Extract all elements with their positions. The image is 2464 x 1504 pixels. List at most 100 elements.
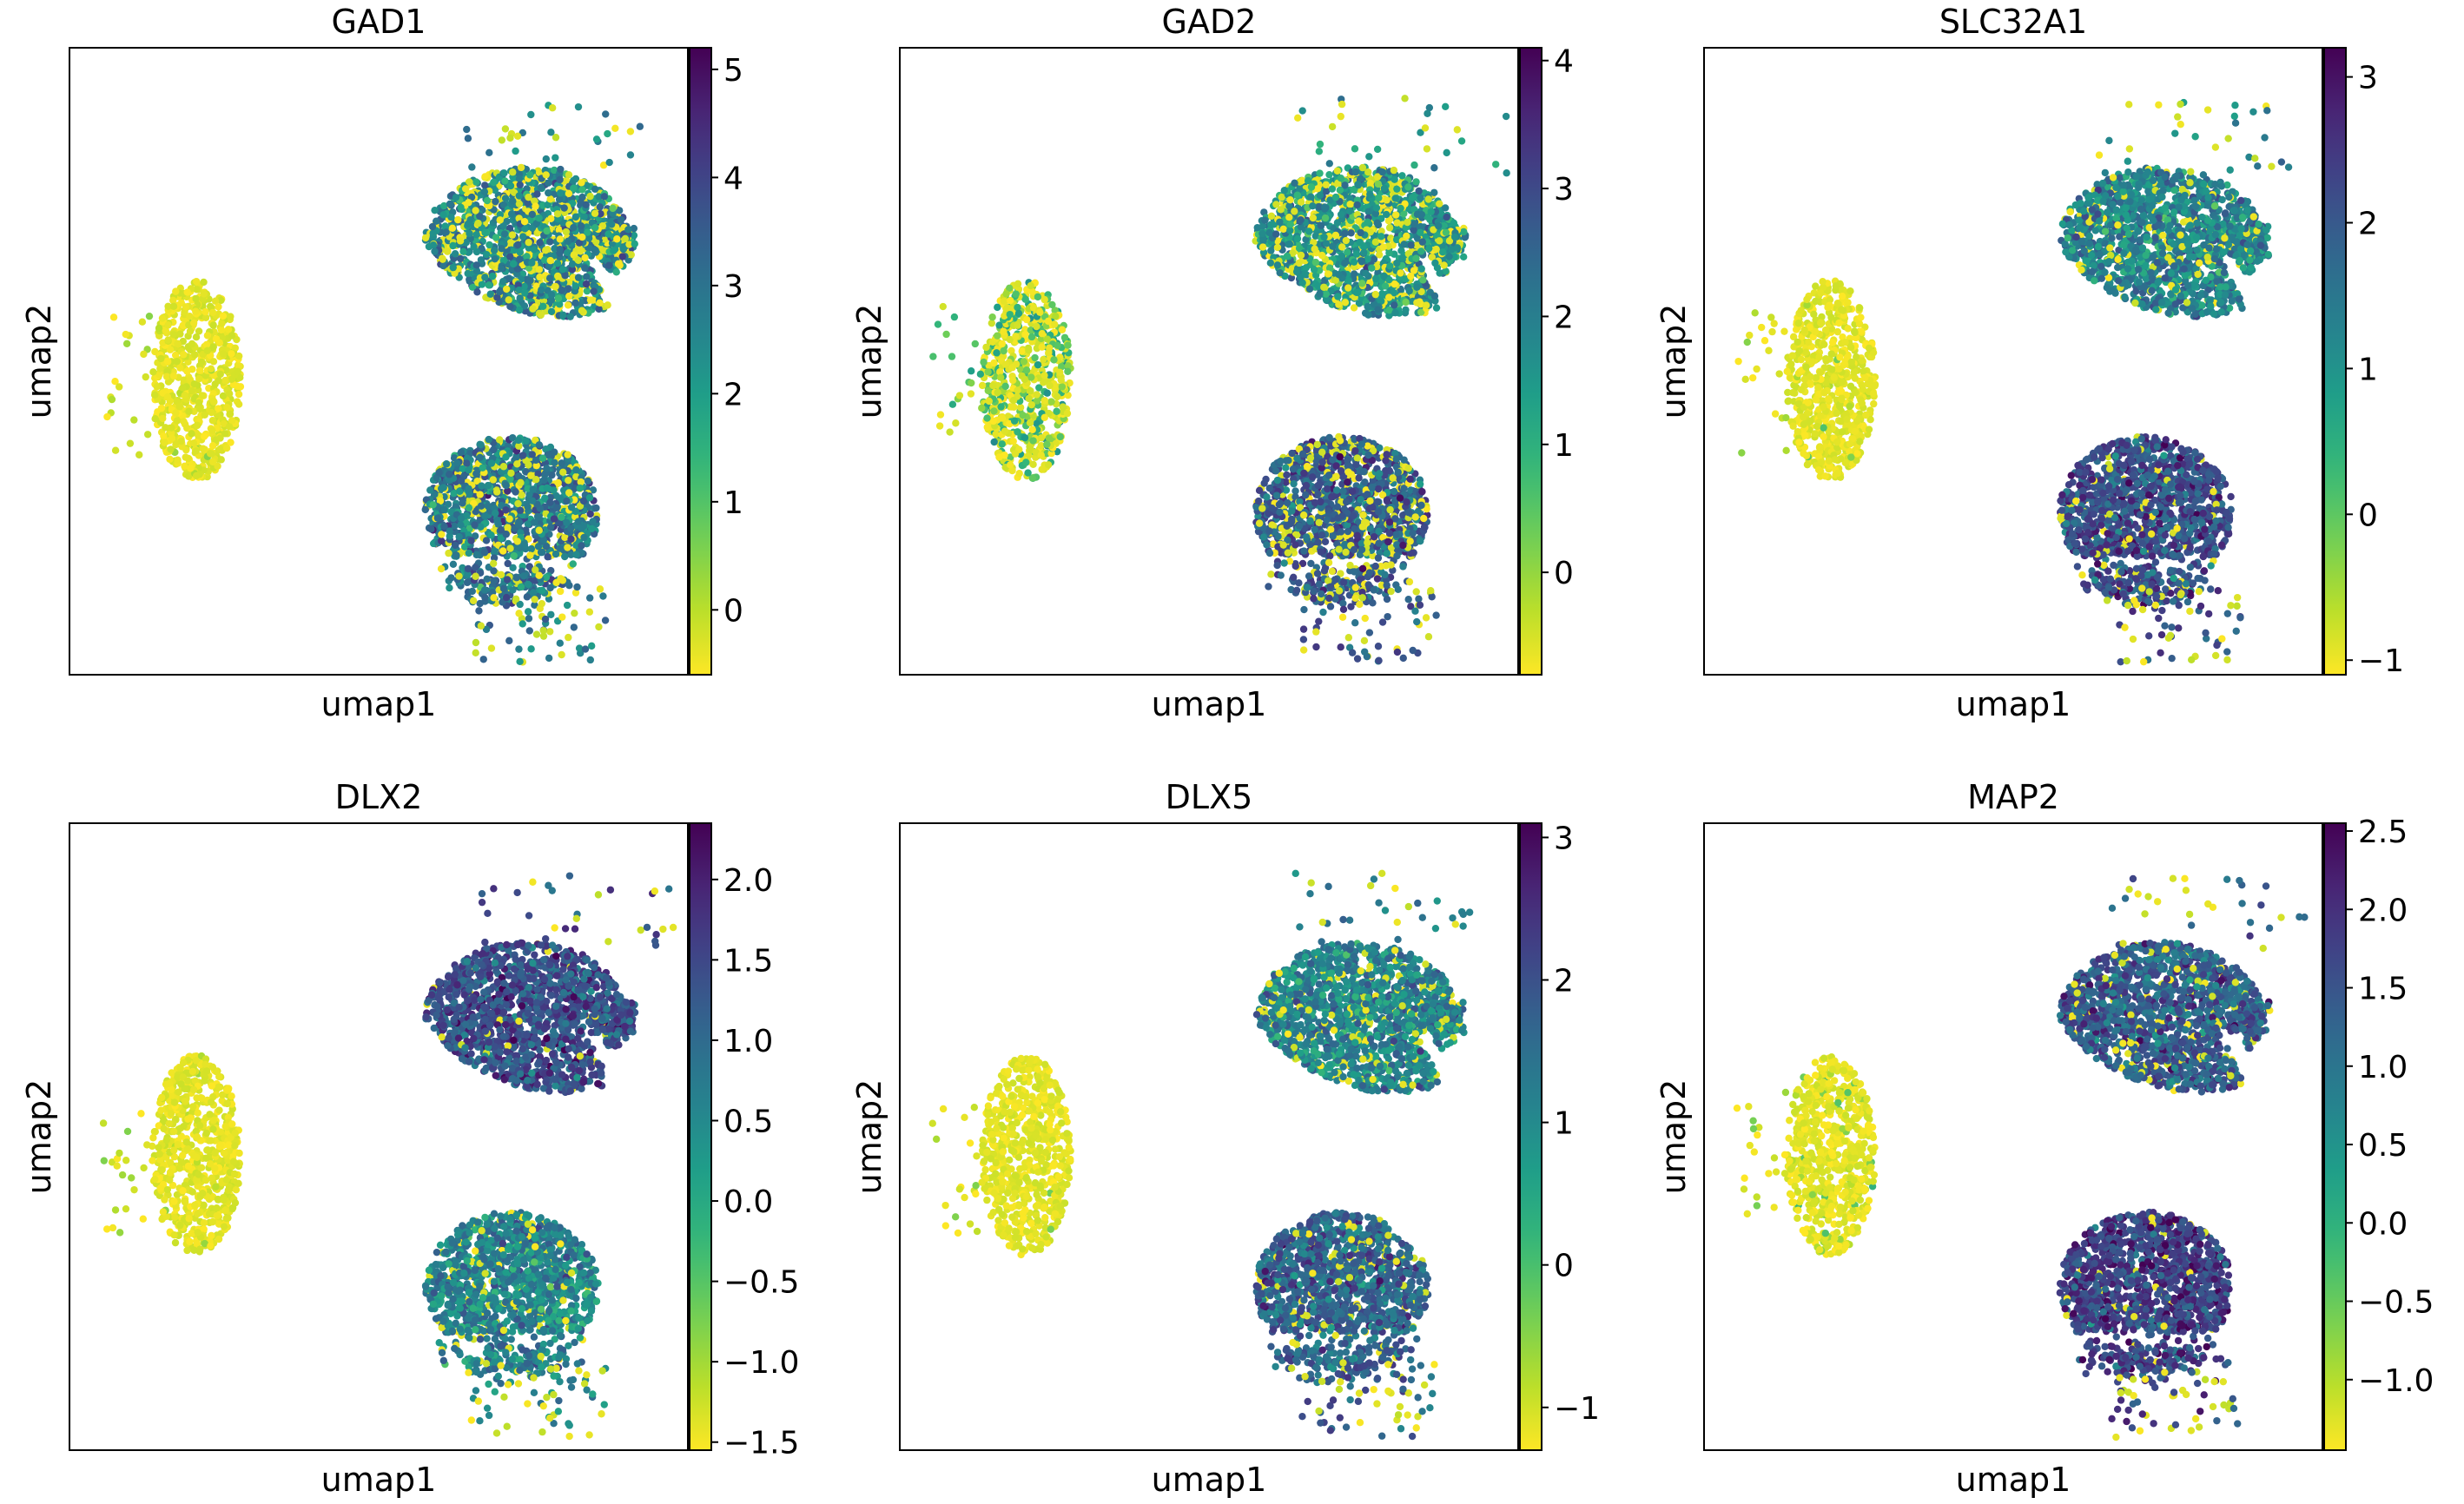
point: [1040, 397, 1048, 405]
point: [553, 260, 562, 267]
point: [1063, 409, 1072, 418]
point: [497, 526, 505, 534]
point: [1040, 355, 1047, 364]
point: [512, 488, 519, 496]
point: [183, 367, 191, 375]
point: [1012, 333, 1020, 340]
point: [545, 274, 554, 282]
point: [457, 477, 466, 485]
point: [195, 366, 204, 374]
point: [591, 246, 599, 254]
point: [209, 321, 217, 329]
y-axis-label: umap2: [20, 304, 58, 419]
point: [995, 453, 1003, 461]
point: [978, 381, 987, 390]
point: [454, 215, 462, 224]
point: [586, 656, 595, 664]
point: [216, 370, 224, 379]
point: [158, 314, 167, 322]
point: [605, 158, 613, 167]
point: [983, 423, 991, 432]
point: [452, 541, 459, 550]
point: [492, 509, 499, 518]
point: [578, 179, 585, 187]
point: [496, 216, 504, 224]
point: [219, 392, 228, 400]
point: [955, 392, 964, 399]
point: [553, 272, 562, 280]
point: [108, 395, 116, 404]
point: [509, 168, 517, 176]
point: [439, 211, 447, 219]
point: [581, 254, 589, 262]
point: [479, 464, 486, 472]
point: [1050, 356, 1058, 364]
point: [581, 645, 590, 653]
point: [563, 601, 571, 610]
point: [457, 521, 465, 529]
point: [1014, 280, 1022, 288]
x-axis-label: umap1: [321, 685, 437, 723]
point: [189, 319, 198, 327]
point: [192, 333, 201, 341]
point: [636, 122, 644, 130]
point: [480, 549, 489, 557]
point: [536, 273, 544, 281]
point: [542, 171, 550, 179]
point: [1050, 320, 1059, 328]
point: [457, 203, 465, 212]
point: [571, 609, 578, 617]
point: [429, 501, 437, 509]
point: [536, 239, 544, 247]
point: [577, 222, 585, 230]
point: [215, 339, 224, 347]
point: [1020, 358, 1028, 366]
point: [571, 299, 579, 307]
point: [227, 439, 235, 446]
point: [218, 320, 226, 327]
point: [547, 307, 556, 316]
point: [455, 487, 464, 495]
point: [982, 343, 990, 352]
point: [946, 428, 954, 436]
point: [1009, 376, 1017, 385]
point: [217, 456, 225, 464]
point: [605, 261, 613, 269]
point: [207, 365, 215, 373]
point: [179, 384, 187, 392]
point: [567, 524, 575, 532]
point: [201, 307, 209, 316]
point: [569, 560, 577, 568]
point: [449, 263, 457, 272]
point: [439, 255, 446, 263]
point: [111, 377, 119, 386]
panel-title: GAD1: [332, 3, 426, 41]
point: [499, 584, 508, 593]
point: [505, 515, 513, 523]
point: [539, 302, 547, 310]
point: [512, 147, 519, 155]
point: [1038, 465, 1046, 473]
point: [215, 405, 222, 412]
point: [614, 260, 623, 268]
point: [596, 585, 604, 593]
point: [428, 222, 437, 231]
point: [188, 386, 196, 395]
point: [538, 286, 545, 294]
point: [473, 288, 481, 296]
point: [168, 434, 176, 442]
point: [163, 358, 172, 366]
point: [604, 301, 611, 309]
point: [532, 202, 539, 210]
point: [497, 571, 505, 579]
point: [429, 229, 437, 237]
point: [142, 373, 149, 381]
point: [1036, 308, 1044, 316]
point: [529, 305, 537, 313]
point: [576, 484, 584, 492]
point: [612, 268, 620, 276]
point: [556, 235, 565, 243]
point: [561, 552, 569, 561]
point: [164, 302, 172, 310]
